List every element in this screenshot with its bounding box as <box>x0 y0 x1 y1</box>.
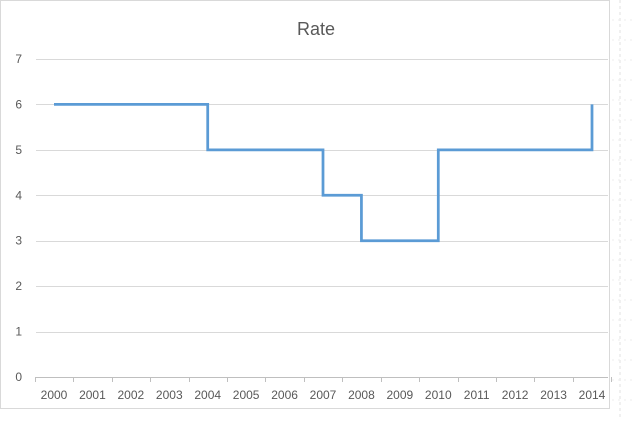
chart-title: Rate <box>297 19 335 39</box>
y-tick-label: 2 <box>15 279 22 293</box>
y-tick-label: 0 <box>15 370 22 384</box>
chart-border <box>0 0 610 409</box>
y-tick-label: 1 <box>15 325 22 339</box>
y-tick-label: 5 <box>15 143 22 157</box>
y-tick-label: 4 <box>15 188 22 202</box>
x-tick-label: 2003 <box>156 388 183 402</box>
y-tick-label: 6 <box>15 97 22 111</box>
series-line <box>54 103 594 243</box>
x-tick-label: 2013 <box>540 388 567 402</box>
x-tick-label: 2010 <box>425 388 452 402</box>
x-tick-label: 2008 <box>348 388 375 402</box>
x-tick-label: 2001 <box>79 388 106 402</box>
series-layer <box>54 103 594 243</box>
x-tick-label: 2014 <box>579 388 606 402</box>
x-tick-label: 2009 <box>387 388 414 402</box>
x-tick-label: 2004 <box>194 388 221 402</box>
x-tick-label: 2002 <box>118 388 145 402</box>
x-tick-label: 2007 <box>310 388 337 402</box>
x-tick-label: 2000 <box>41 388 68 402</box>
y-axis-tick-labels: 0 1 2 3 4 5 6 7 <box>15 52 22 384</box>
x-tick-label: 2006 <box>271 388 298 402</box>
y-tick-label: 3 <box>15 234 22 248</box>
x-axis-tick-labels: 2000 2001 2002 2003 2004 2005 2006 2007 2008 2009… <box>41 388 606 402</box>
y-tick-label: 7 <box>15 52 22 66</box>
x-tick-label: 2005 <box>233 388 260 402</box>
x-tick-label: 2011 <box>464 388 490 402</box>
x-tick-label: 2012 <box>502 388 529 402</box>
